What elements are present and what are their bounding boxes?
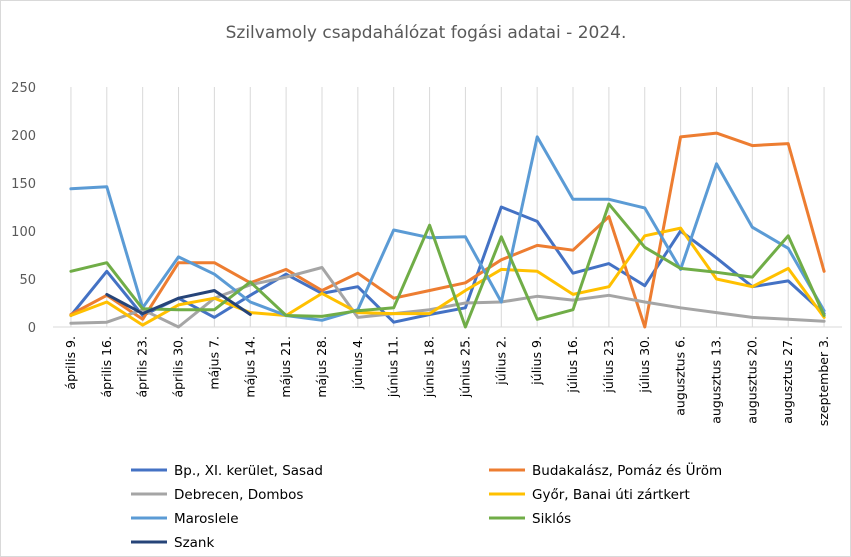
x-tick-label: június 25. (457, 336, 472, 398)
x-tick-label: április 30. (171, 336, 186, 398)
x-tick-label: április 23. (135, 336, 150, 398)
x-tick-label: június 4. (350, 336, 365, 390)
y-tick-label: 150 (11, 177, 36, 192)
x-tick-label: június 18. (422, 336, 437, 398)
series-line-5 (69, 135, 826, 322)
y-tick-label: 250 (11, 81, 36, 96)
y-tick-label: 200 (11, 129, 36, 144)
x-tick-label: május 14. (242, 336, 257, 398)
legend-label: Szank (174, 535, 214, 551)
x-tick-label: augusztus 6. (673, 336, 688, 416)
series-line-3 (69, 266, 826, 329)
y-tick-label: 0 (28, 321, 36, 336)
series-lines (69, 131, 826, 329)
y-tick-label: 100 (11, 225, 36, 240)
x-tick-label: augusztus 27. (780, 336, 795, 424)
x-tick-label: július 9. (529, 336, 544, 386)
series-line-1 (69, 205, 826, 324)
x-axis-ticks: április 9. április 16. április 23. április … (63, 336, 831, 426)
legend-label: Maroslele (174, 511, 239, 527)
legend-label: Debrecen, Dombos (174, 487, 303, 503)
x-tick-label: április 9. (63, 336, 78, 390)
x-tick-label: augusztus 13. (708, 336, 723, 424)
x-tick-label: május 21. (278, 336, 293, 398)
chart-title: Szilvamoly csapdahálózat fogási adatai -… (226, 23, 627, 43)
series-line-4 (69, 226, 826, 327)
y-tick-label: 50 (19, 273, 36, 288)
legend-label: Budakalász, Pomáz és Üröm (532, 461, 722, 479)
legend-label: Bp., XI. kerület, Sasad (174, 463, 323, 479)
x-tick-label: június 11. (386, 336, 401, 398)
legend: Bp., XI. kerület, Sasad Budakalász, Pomáz… (131, 461, 722, 551)
series-line-2 (69, 131, 826, 329)
legend-label: Győr, Banai úti zártkert (532, 487, 690, 503)
x-tick-label: július 16. (565, 336, 580, 394)
x-tick-label: augusztus 20. (744, 336, 759, 424)
x-tick-label: május 7. (206, 336, 221, 390)
x-tick-label: szeptember 3. (816, 336, 831, 426)
x-tick-label: július 2. (493, 336, 508, 386)
legend-label: Siklós (532, 511, 571, 527)
grid-lines (70, 87, 825, 327)
x-tick-label: július 30. (637, 336, 652, 394)
x-tick-label: július 23. (601, 336, 616, 394)
series-line-7 (105, 289, 252, 316)
y-axis-ticks: 0 50 100 150 200 250 (11, 81, 36, 336)
series-line-6 (69, 202, 826, 329)
x-tick-label: május 28. (314, 336, 329, 398)
x-tick-label: április 16. (99, 336, 114, 398)
